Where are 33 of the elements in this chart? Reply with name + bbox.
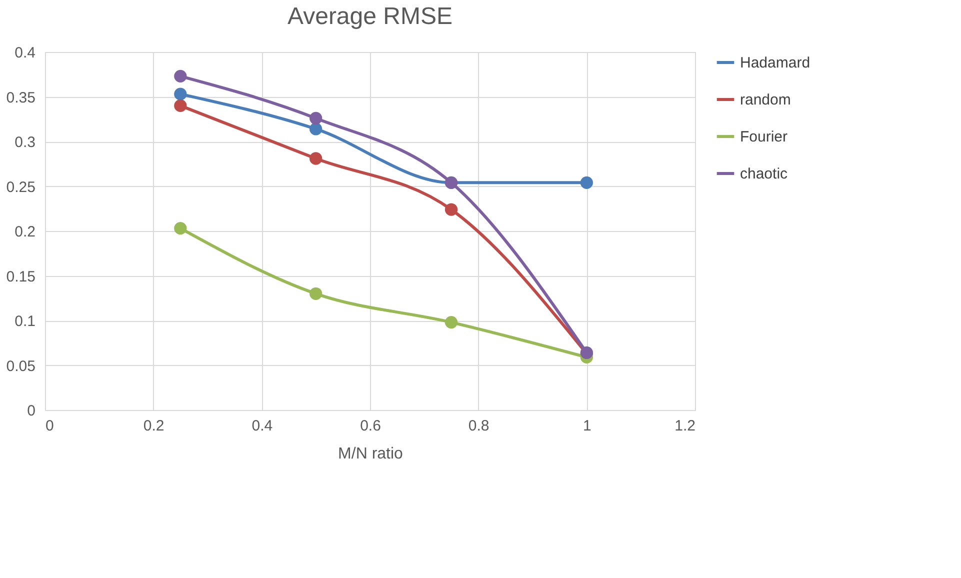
legend-label: Hadamard (740, 54, 810, 72)
point (310, 122, 322, 136)
y-tick-label: 0.3 (14, 134, 36, 151)
y-tick-label: 0.15 (6, 268, 36, 286)
point (174, 88, 187, 100)
chart-title: Average RMSE (288, 3, 452, 30)
x-tick-label: 0 (46, 418, 54, 434)
x-tick-label: 0.4 (252, 418, 273, 434)
x-tick-label: 1 (582, 418, 592, 434)
point (174, 99, 187, 112)
point (310, 112, 322, 125)
y-tick-label: 0.35 (6, 89, 36, 106)
point (444, 203, 458, 216)
legend-label: random (740, 92, 791, 108)
x-tick-label: 0.8 (468, 418, 490, 434)
y-tick-label: 0.2 (14, 224, 36, 240)
y-tick-label: 0.1 (14, 313, 36, 330)
x-tick-label: 0.6 (360, 418, 381, 434)
legend-label: chaotic (740, 166, 788, 182)
x-tick-label: 1.2 (674, 418, 696, 434)
point (174, 222, 187, 235)
point (580, 176, 593, 189)
point (310, 287, 322, 300)
point (174, 70, 187, 82)
x-axis-title: M/N ratio (338, 446, 404, 462)
y-tick-label: 0.25 (6, 178, 36, 196)
point (310, 152, 322, 165)
y-tick-label: 0 (27, 402, 36, 420)
y-tick-label: 0.4 (14, 44, 36, 62)
x-tick-label: 0.2 (143, 418, 164, 434)
y-tick-label: 0.05 (6, 358, 36, 375)
legend-label: Fourier (740, 128, 788, 146)
point (444, 316, 458, 329)
